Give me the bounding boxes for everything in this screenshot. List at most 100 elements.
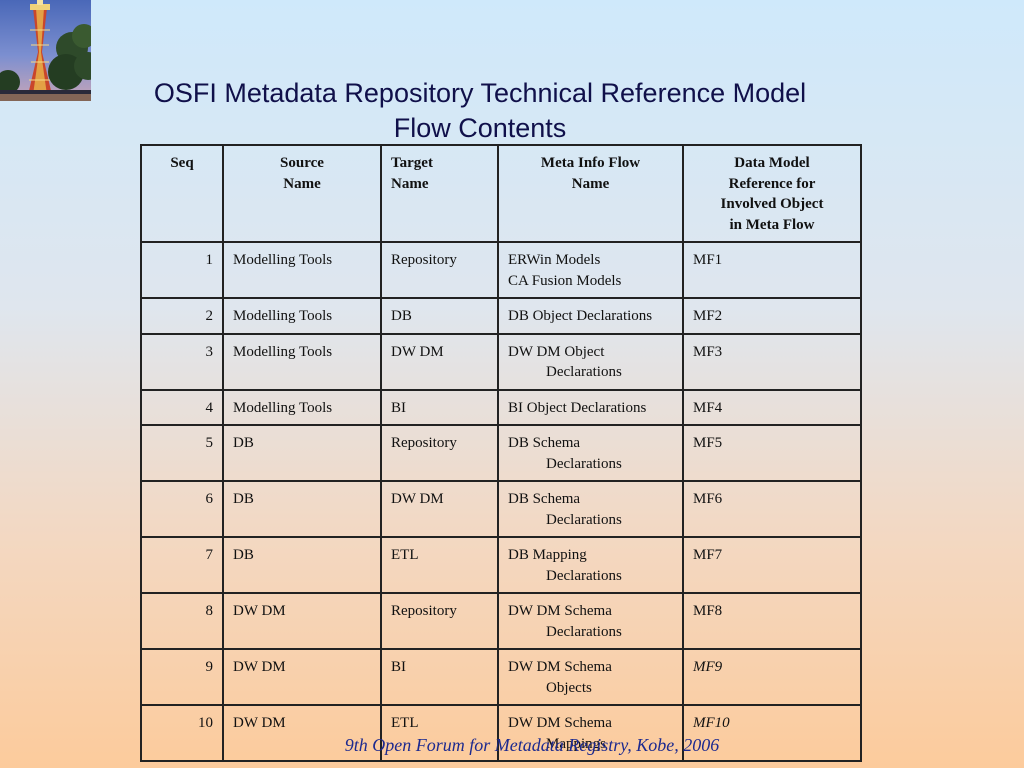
cell-ref: MF9 <box>682 648 862 706</box>
table-row: 5 DB Repository DB Schema Declarations M… <box>140 424 862 482</box>
cell-flow: DW DM Schema Declarations <box>497 592 684 650</box>
cell-ref: MF1 <box>682 241 862 299</box>
cell-source: Modelling Tools <box>222 297 382 335</box>
cell-target: ETL <box>380 704 499 762</box>
cell-target: DB <box>380 297 499 335</box>
cell-flow-line-1: DB Object Declarations <box>508 308 653 324</box>
cell-flow: DB Schema Declarations <box>497 480 684 538</box>
cell-flow-line-2: Declarations <box>546 567 622 584</box>
cell-flow-line-2: CA Fusion Models <box>508 272 622 289</box>
cell-source: DB <box>222 536 382 594</box>
cell-ref: MF2 <box>682 297 862 335</box>
cell-flow: DW DM Schema Objects <box>497 648 684 706</box>
header-seq: Seq <box>140 144 224 243</box>
cell-flow-line-2: Mappings <box>546 735 606 752</box>
cell-flow: DW DM Object Declarations <box>497 332 684 391</box>
cell-flow-line-2: Declarations <box>546 623 622 640</box>
cell-target: Repository <box>380 424 499 482</box>
header-source-name: Source Name <box>222 144 382 243</box>
cell-source: Modelling Tools <box>222 388 382 426</box>
cell-source: Modelling Tools <box>222 332 382 391</box>
cell-seq: 5 <box>140 424 224 482</box>
header-flow-line-2: Name <box>571 175 610 192</box>
cell-flow-line-2: Objects <box>546 679 592 696</box>
header-target-line-2: Name <box>391 175 429 192</box>
flow-contents-table: Seq Source Name Target Name Meta Info Fl… <box>140 144 862 762</box>
cell-ref: MF7 <box>682 536 862 594</box>
table-row: 7 DB ETL DB Mapping Declarations MF7 <box>140 536 862 594</box>
header-seq-label: Seq <box>170 155 194 171</box>
table-row: 1 Modelling Tools Repository ERWin Model… <box>140 241 862 299</box>
cell-flow-line-2: Declarations <box>546 455 622 472</box>
cell-source: DW DM <box>222 592 382 650</box>
cell-flow-line-1: DW DM Schema <box>508 659 612 675</box>
cell-target: DW DM <box>380 332 499 391</box>
cell-flow-line-1: DW DM Object <box>508 343 605 360</box>
cell-source: DB <box>222 424 382 482</box>
cell-seq: 7 <box>140 536 224 594</box>
table-row: 2 Modelling Tools DB DB Object Declarati… <box>140 297 862 335</box>
table-row: 6 DB DW DM DB Schema Declarations MF6 <box>140 480 862 538</box>
cell-flow: DB Object Declarations <box>497 297 684 335</box>
cell-seq: 2 <box>140 297 224 335</box>
table-header-row: Seq Source Name Target Name Meta Info Fl… <box>140 144 862 243</box>
cell-flow: DB Mapping Declarations <box>497 536 684 594</box>
header-model-line-4: in Meta Flow <box>729 216 815 233</box>
cell-target: ETL <box>380 536 499 594</box>
cell-ref: MF10 <box>682 704 862 762</box>
cell-seq: 1 <box>140 241 224 299</box>
cell-target: DW DM <box>380 480 499 538</box>
table-row: 3 Modelling Tools DW DM DW DM Object Dec… <box>140 332 862 391</box>
header-target-name: Target Name <box>380 144 499 243</box>
cell-target: BI <box>380 648 499 706</box>
header-flow-line-1: Meta Info Flow <box>540 155 641 171</box>
header-model-line-3: Involved Object <box>720 196 824 212</box>
header-meta-info-flow-name: Meta Info Flow Name <box>497 144 684 243</box>
cell-flow: DB Schema Declarations <box>497 424 684 482</box>
cell-flow-line-1: DB Schema <box>508 491 581 507</box>
table-row: 9 DW DM BI DW DM Schema Objects MF9 <box>140 648 862 706</box>
cell-target: BI <box>380 388 499 426</box>
cell-ref: MF8 <box>682 592 862 650</box>
cell-flow: BI Object Declarations <box>497 388 684 426</box>
cell-ref: MF6 <box>682 480 862 538</box>
table-row: 10 DW DM ETL DW DM Schema Mappings MF10 <box>140 704 862 762</box>
cell-flow-line-2: Declarations <box>546 511 622 528</box>
cell-flow-line-1: DW DM Schema <box>508 715 612 731</box>
cell-flow-line-1: DB Mapping <box>508 547 587 563</box>
slide-footer: 9th Open Forum for Metadata Registry, Ko… <box>344 735 720 755</box>
cell-seq: 3 <box>140 332 224 391</box>
cell-flow: DW DM Schema Mappings <box>497 704 684 762</box>
slide-title: OSFI Metadata Repository Technical Refer… <box>0 76 960 146</box>
header-model-line-1: Data Model <box>734 155 810 171</box>
cell-flow-line-2: Declarations <box>546 364 622 380</box>
cell-flow: ERWin Models CA Fusion Models <box>497 241 684 299</box>
header-data-model-reference: Data Model Reference for Involved Object… <box>682 144 862 243</box>
cell-source: Modelling Tools <box>222 241 382 299</box>
cell-seq: 10 <box>140 704 224 762</box>
cell-flow-line-1: DW DM Schema <box>508 603 612 619</box>
cell-source: DW DM <box>222 704 382 762</box>
cell-seq: 4 <box>140 388 224 426</box>
table-row: 8 DW DM Repository DW DM Schema Declarat… <box>140 592 862 650</box>
cell-seq: 6 <box>140 480 224 538</box>
cell-flow-line-1: DB Schema <box>508 435 581 451</box>
cell-ref: MF5 <box>682 424 862 482</box>
header-target-line-1: Target <box>391 155 433 171</box>
header-model-line-2: Reference for <box>728 175 816 192</box>
cell-seq: 9 <box>140 648 224 706</box>
cell-flow-line-1: BI Object Declarations <box>508 399 647 416</box>
cell-flow-line-1: ERWin Models <box>508 252 601 268</box>
cell-seq: 8 <box>140 592 224 650</box>
cell-source: DW DM <box>222 648 382 706</box>
cell-target: Repository <box>380 241 499 299</box>
header-source-line-2: Name <box>283 175 321 192</box>
slide-title-line-1: OSFI Metadata Repository Technical Refer… <box>153 78 807 108</box>
header-source-line-1: Source <box>280 155 324 171</box>
slide-title-line-2: Flow Contents <box>393 113 567 143</box>
cell-target: Repository <box>380 592 499 650</box>
cell-ref: MF3 <box>682 332 862 391</box>
cell-source: DB <box>222 480 382 538</box>
cell-ref: MF4 <box>682 388 862 426</box>
table-row: 4 Modelling Tools BI BI Object Declarati… <box>140 388 862 426</box>
